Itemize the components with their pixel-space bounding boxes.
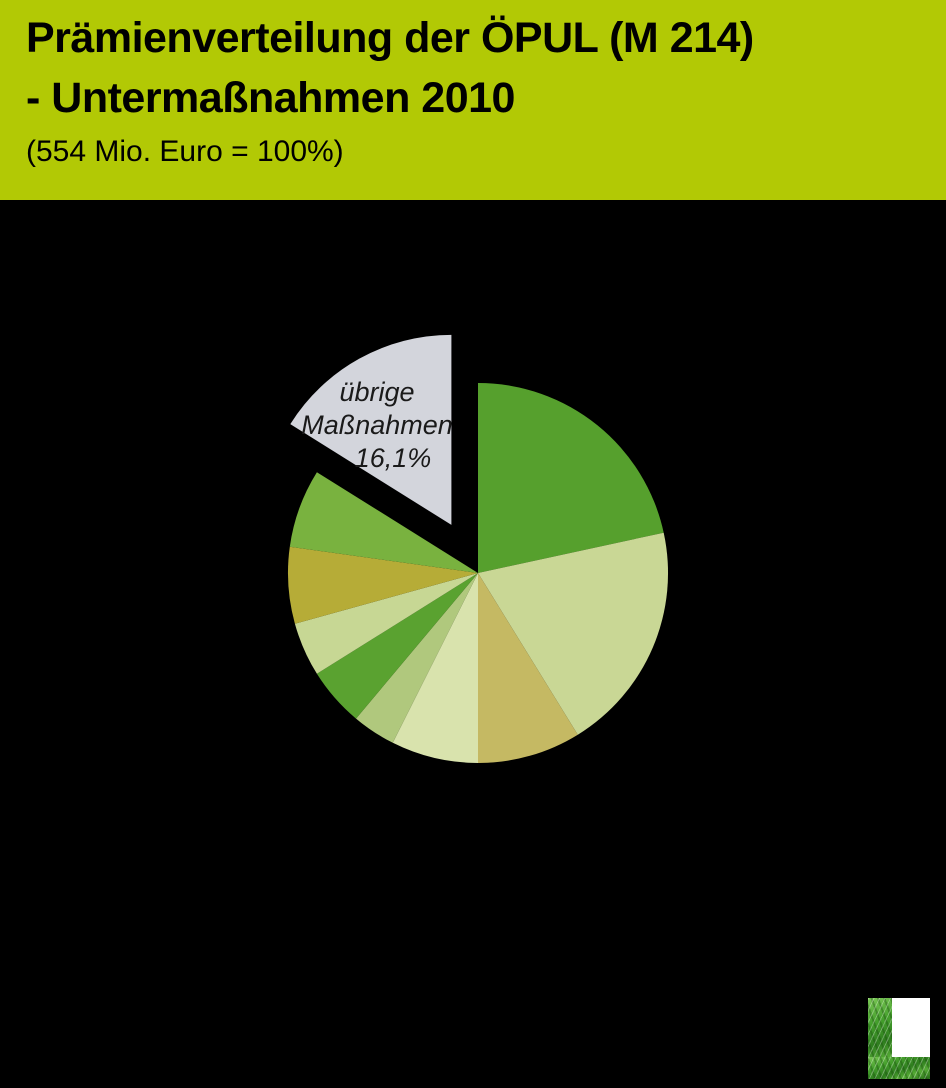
page-subtitle: (554 Mio. Euro = 100%) (26, 135, 344, 168)
pie-slice-2 (478, 532, 669, 735)
grass-l-logo-bottom-bar (868, 1057, 930, 1079)
pie-slice-6 (316, 573, 478, 719)
grass-l-logo (868, 998, 930, 1079)
page-title-line2: - Untermaßnahmen 2010 (26, 74, 515, 122)
page-title-line1: Prämienverteilung der ÖPUL (M 214) (26, 14, 754, 62)
pie-slice-uebrige-massnahmen (290, 334, 452, 525)
pie-slice-5 (356, 573, 478, 743)
pie-slice-3 (478, 573, 578, 763)
pie-chart (287, 334, 669, 763)
pie-slice-7 (294, 573, 478, 674)
pie-slice-1 (478, 383, 664, 573)
exploded-slice-label: übrige Maßnahmen 16,1% (252, 376, 502, 475)
pie-slice-8 (287, 546, 478, 624)
exploded-slice-label-line1: übrige (339, 377, 415, 407)
exploded-slice-label-value: 16,1% (354, 443, 432, 473)
chart-area: übrige Maßnahmen 16,1% (0, 200, 946, 1088)
pie-slice-9 (289, 472, 478, 573)
pie-slice-4 (392, 573, 478, 763)
header-bar: Prämienverteilung der ÖPUL (M 214) - Unt… (0, 0, 946, 200)
exploded-slice-label-line2: Maßnahmen (301, 410, 453, 440)
